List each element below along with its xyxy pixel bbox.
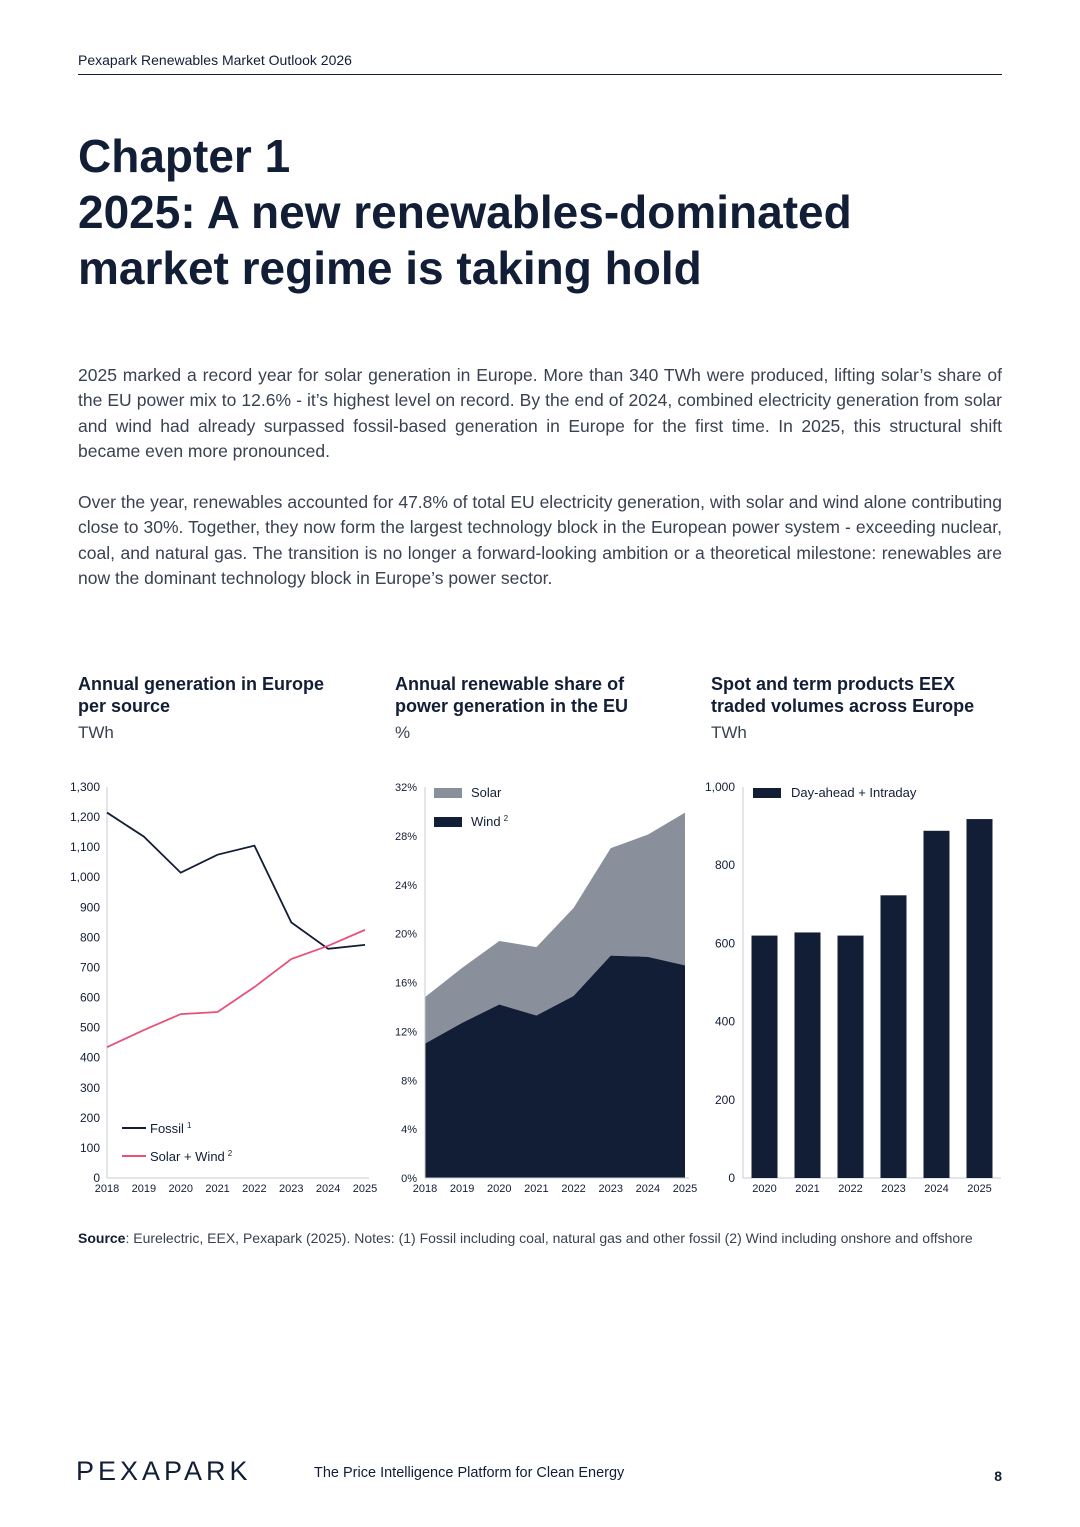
x-tick-label: 2021 [524, 1183, 548, 1195]
y-tick-label: 600 [715, 936, 735, 950]
y-tick-label: 0 [728, 1171, 735, 1185]
x-tick-label: 2022 [242, 1183, 266, 1195]
series-line-2 [106, 929, 366, 1048]
y-tick-label: 500 [80, 1021, 100, 1035]
y-tick-label: 100 [80, 1141, 100, 1155]
x-tick-label: 2018 [95, 1183, 119, 1195]
y-tick-label: 4% [401, 1124, 417, 1136]
x-tick-label: 2020 [752, 1183, 776, 1195]
x-tick-label: 2020 [487, 1183, 511, 1195]
y-tick-label: 1,000 [705, 780, 735, 794]
legend-swatch-day-ahead [753, 788, 781, 798]
eex-volumes-bar-chart: 0 200 400 600 800 1,000 2020 2021 2022 2023 2024 20… [705, 780, 1001, 1195]
y-tick-label: 1,300 [70, 780, 100, 794]
x-tick-label: 2018 [413, 1183, 437, 1195]
chart-2-title-line-2: power generation in the EU [395, 696, 629, 716]
legend-swatch-solar [434, 788, 462, 798]
chart-1-title: Annual generation in Europe per source [78, 673, 378, 717]
chart-2-unit: % [395, 723, 411, 742]
x-tick-label: 2020 [168, 1183, 192, 1195]
x-tick-label: 2024 [924, 1183, 948, 1195]
y-tick-label: 28% [395, 831, 417, 843]
chart-2-title-line-1: Annual renewable share of [395, 674, 625, 694]
chart-1-title-line-2: per source [78, 696, 171, 716]
y-tick-label: 1,200 [70, 810, 100, 824]
y-tick-label: 800 [715, 858, 735, 872]
x-tick-label: 2025 [353, 1183, 377, 1195]
x-tick-label: 2025 [967, 1183, 991, 1195]
bar-2020 [751, 935, 778, 1178]
y-tick-label: 16% [395, 978, 417, 990]
legend-label-2: Solar + Wind 2 [150, 1149, 233, 1164]
x-tick-label: 2021 [205, 1183, 229, 1195]
bar-2025 [966, 819, 993, 1178]
y-tick-label: 0% [401, 1173, 417, 1185]
y-tick-label: 400 [80, 1051, 100, 1065]
footer-tagline: The Price Intelligence Platform for Clea… [314, 1465, 625, 1481]
y-tick-label: 600 [80, 991, 100, 1005]
chapter-title-line-2: market regime is taking hold [78, 242, 702, 294]
chapter-number: Chapter 1 [78, 130, 291, 182]
chart-3-title: Spot and term products EEX traded volume… [711, 673, 1011, 717]
legend-label-solar: Solar [471, 785, 502, 800]
bar-2022 [837, 935, 864, 1178]
y-tick-label: 8% [401, 1075, 417, 1087]
y-tick-label: 1,000 [70, 870, 100, 884]
legend-label-day-ahead: Day-ahead + Intraday [791, 785, 917, 800]
bar-2023 [880, 895, 907, 1178]
intro-paragraph-2: Over the year, renewables accounted for … [78, 492, 1002, 589]
y-tick-label: 24% [395, 880, 417, 892]
renewable-share-area-chart: 0% 4% 8% 12% 16% 20% 24% 28% 32% 2018 2019 2020 2021… [395, 782, 697, 1195]
y-tick-label: 200 [80, 1111, 100, 1125]
chart-2-title: Annual renewable share of power generati… [395, 673, 695, 717]
chart-3-title-line-1: Spot and term products EEX [711, 674, 956, 694]
y-tick-label: 20% [395, 929, 417, 941]
source-note: Source: Eurelectric, EEX, Pexapark (2025… [78, 1229, 1002, 1247]
x-tick-label: 2023 [279, 1183, 303, 1195]
y-tick-label: 700 [80, 960, 100, 974]
x-tick-label: 2019 [132, 1183, 156, 1195]
area-solar [425, 812, 685, 1044]
report-title: Pexapark Renewables Market Outlook 2026 [78, 52, 352, 68]
x-tick-label: 2021 [795, 1183, 819, 1195]
y-tick-label: 32% [395, 782, 417, 794]
x-tick-label: 2024 [636, 1183, 660, 1195]
header-divider [78, 74, 1002, 75]
pexapark-logo: PEXAPARK [76, 1456, 252, 1486]
legend-swatch-wind [434, 817, 462, 827]
y-tick-label: 900 [80, 900, 100, 914]
x-tick-label: 2024 [316, 1183, 340, 1195]
chart-1-unit: TWh [78, 723, 114, 742]
area-wind [425, 955, 685, 1178]
bar-2024 [923, 830, 950, 1178]
x-tick-label: 2022 [561, 1183, 585, 1195]
y-tick-label: 800 [80, 930, 100, 944]
series-line-1 [106, 811, 366, 950]
y-tick-label: 0 [93, 1171, 100, 1185]
generation-line-chart: 0 100 200 300 400 500 600 700 800 900 1,000 1,100 1,… [70, 780, 377, 1195]
y-tick-label: 1,100 [70, 840, 100, 854]
chart-3-title-line-2: traded volumes across Europe [711, 696, 975, 716]
y-tick-label: 12% [395, 1026, 417, 1038]
x-tick-label: 2019 [450, 1183, 474, 1195]
x-tick-label: 2023 [881, 1183, 905, 1195]
y-tick-label: 200 [715, 1093, 735, 1107]
x-tick-label: 2023 [598, 1183, 622, 1195]
chapter-title-line-1: 2025: A new renewables-dominated [78, 186, 852, 238]
y-tick-label: 300 [80, 1081, 100, 1095]
source-label: Source [78, 1230, 126, 1246]
x-tick-label: 2025 [673, 1183, 697, 1195]
y-tick-label: 400 [715, 1015, 735, 1029]
chapter-heading: Chapter 1 2025: A new renewables-dominat… [78, 128, 1002, 296]
chart-1-title-line-1: Annual generation in Europe [78, 674, 325, 694]
page-number: 8 [994, 1468, 1002, 1484]
chart-3-unit: TWh [711, 723, 747, 742]
legend-label-wind: Wind 2 [471, 814, 509, 829]
source-text: : Eurelectric, EEX, Pexapark (2025). Not… [125, 1230, 973, 1246]
legend-label-1: Fossil 1 [150, 1121, 192, 1136]
bar-2021 [794, 932, 821, 1178]
x-tick-label: 2022 [838, 1183, 862, 1195]
intro-paragraph-1: 2025 marked a record year for solar gene… [78, 365, 1002, 462]
